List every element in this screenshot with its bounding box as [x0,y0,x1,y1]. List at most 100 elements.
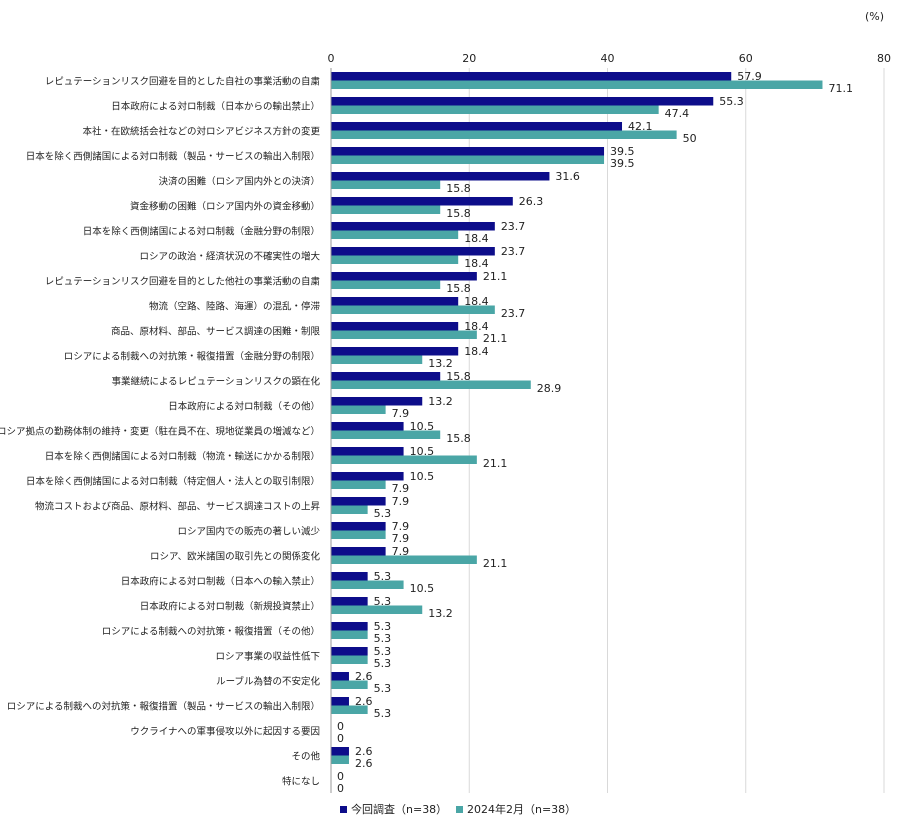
value-label-previous: 5.3 [374,632,392,645]
value-label-previous: 0 [337,782,344,795]
legend-swatch-previous [456,806,463,813]
bar-previous [331,380,531,389]
bar-current [331,297,459,306]
category-label: 日本を除く西側諸国による対ロ制裁（物流・輸送にかかる制限） [45,451,320,463]
bar-current [331,572,368,581]
value-label-previous: 23.7 [501,307,526,320]
category-label: ロシアによる制裁への対抗策・報復措置（製品・サービスの輸出入制限） [7,701,320,713]
bar-current [331,622,368,631]
bar-previous [331,330,477,339]
bar-current [331,147,605,156]
category-label: ロシアによる制裁への対抗策・報復措置（その他） [102,626,320,638]
bar-previous [331,680,368,689]
bar-previous [331,705,368,714]
category-label: その他 [291,751,320,763]
value-label-previous: 13.2 [428,607,453,620]
bar-current [331,447,404,456]
bar-previous [331,105,659,114]
x-tick-label: 80 [877,52,891,65]
value-label-previous: 10.5 [410,582,435,595]
bar-current [331,172,550,181]
value-label-previous: 7.9 [392,532,410,545]
value-label-previous: 0 [337,732,344,745]
category-label: ロシアの政治・経済状況の不確実性の増大 [139,251,320,263]
bar-previous [331,205,441,214]
value-label-current: 18.4 [464,345,489,358]
category-label: 本社・在欧統括会社などの対ロシアビジネス方針の変更 [82,126,320,138]
bar-current [331,372,441,381]
bar-current [331,547,386,556]
value-label-previous: 5.3 [374,707,392,720]
x-tick-label: 40 [601,52,615,65]
value-label-current: 15.8 [446,370,471,383]
bar-previous [331,230,459,239]
value-label-previous: 50 [683,132,697,145]
value-label-previous: 5.3 [374,507,392,520]
category-label: ルーブル為替の不安定化 [216,676,320,688]
value-label-current: 2.6 [355,745,373,758]
value-label-previous: 7.9 [392,482,410,495]
bar-previous [331,280,441,289]
legend-label-current: 今回調査（n=38） [351,802,447,816]
bar-previous [331,605,423,614]
bar-current [331,322,459,331]
category-label: 日本政府による対ロ制裁（日本からの輸出禁止） [111,101,320,113]
x-axis-ticks: 0 20 40 60 80 [328,52,892,65]
value-label-previous: 5.3 [374,682,392,695]
value-label-current: 18.4 [464,295,489,308]
value-label-current: 0 [337,770,344,783]
category-label: 日本政府による対ロ制裁（その他） [168,401,320,413]
value-label-previous: 21.1 [483,332,508,345]
value-label-previous: 28.9 [537,382,562,395]
value-label-current: 39.5 [610,145,635,158]
bar-current [331,422,404,431]
value-label-previous: 15.8 [446,182,471,195]
legend-swatch-current [340,806,347,813]
category-label: 物流（空路、陸路、海運）の混乱・停滞 [149,301,321,313]
value-label-current: 18.4 [464,320,489,333]
category-label: レピュテーションリスク回避を目的とした自社の事業活動の自粛 [45,76,320,88]
value-label-current: 2.6 [355,695,373,708]
category-label: ウクライナへの軍事侵攻以外に起因する要因 [130,726,320,738]
bar-previous [331,655,368,664]
value-label-current: 42.1 [628,120,653,133]
bar-previous [331,180,441,189]
value-label-previous: 71.1 [828,82,853,95]
bar-previous [331,555,477,564]
bar-current [331,672,349,681]
value-label-current: 5.3 [374,645,392,658]
value-label-current: 57.9 [737,70,762,83]
value-label-previous: 7.9 [392,407,410,420]
value-label-current: 10.5 [410,420,435,433]
value-label-previous: 15.8 [446,207,471,220]
x-tick-label: 20 [462,52,476,65]
bar-current [331,97,714,106]
value-label-current: 7.9 [392,520,410,533]
bar-previous [331,630,368,639]
bar-current [331,222,495,231]
category-label: 決済の困難（ロシア国内外との決済） [159,176,320,188]
value-label-current: 23.7 [501,245,526,258]
bar-current [331,497,386,506]
bar-previous [331,155,605,164]
value-label-current: 0 [337,720,344,733]
bar-previous [331,530,386,539]
bar-current [331,472,404,481]
gridlines [468,68,885,793]
value-label-current: 7.9 [392,545,410,558]
category-labels: レピュテーションリスク回避を目的とした自社の事業活動の自粛日本政府による対ロ制裁… [0,76,320,788]
value-label-current: 2.6 [355,670,373,683]
bar-previous [331,430,441,439]
value-label-current: 55.3 [719,95,744,108]
value-label-previous: 47.4 [665,107,690,120]
category-label: 日本政府による対ロ制裁（新規投資禁止） [140,601,320,613]
value-label-previous: 21.1 [483,457,508,470]
category-label: ロシア国内での販売の著しい減少 [177,526,320,538]
value-label-previous: 15.8 [446,432,471,445]
bar-previous [331,355,423,364]
value-label-current: 5.3 [374,620,392,633]
category-label: レピュテーションリスク回避を目的とした他社の事業活動の自粛 [45,276,320,288]
bar-previous [331,755,349,764]
category-label: 事業継続によるレピュテーションリスクの顕在化 [111,376,320,388]
